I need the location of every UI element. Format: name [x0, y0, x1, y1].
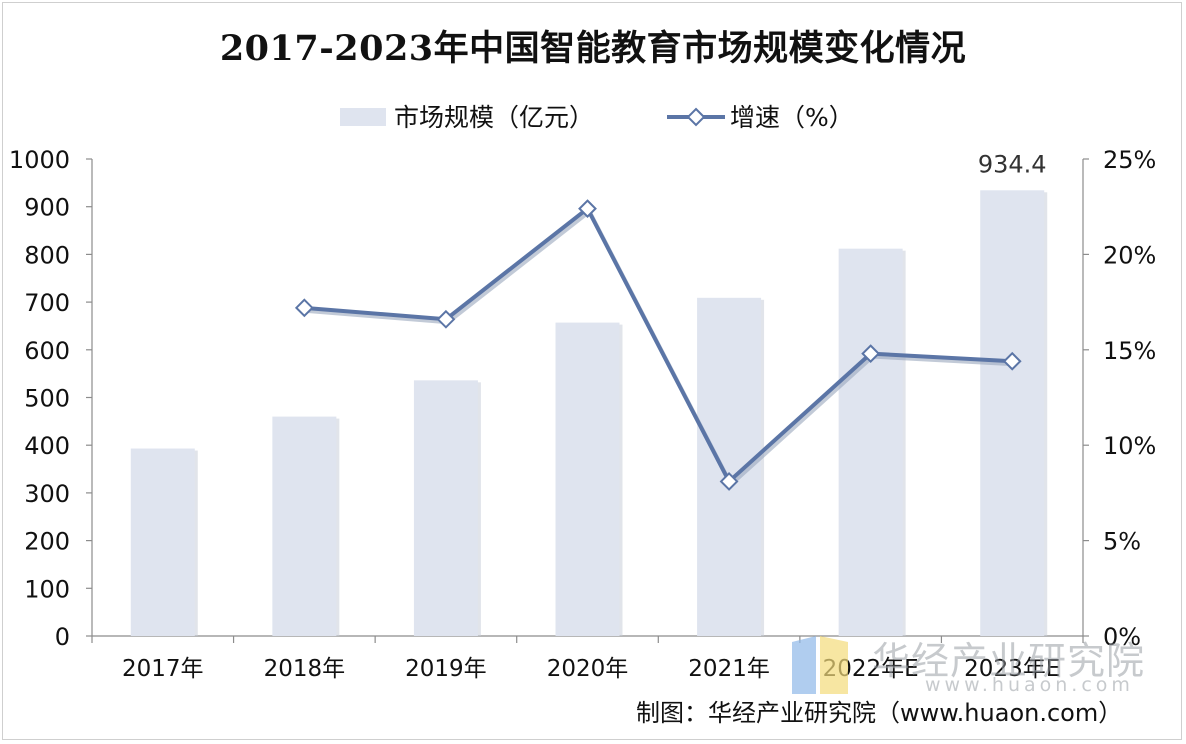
- legend-bar-label: 市场规模（亿元）: [394, 103, 594, 132]
- bar: [980, 190, 1045, 636]
- right-tick-label: 15%: [1103, 337, 1156, 365]
- x-tick-label: 2020年: [547, 656, 629, 682]
- huajing-logo-icon: [792, 636, 848, 694]
- source-note: 制图：华经产业研究院（www.huaon.com）: [636, 699, 1123, 727]
- left-tick-label: 600: [24, 337, 70, 365]
- left-tick-label: 400: [24, 432, 70, 460]
- growth-marker: [294, 298, 314, 318]
- chart-title: 2017-2023年中国智能教育市场规模变化情况: [219, 28, 967, 69]
- growth-line: [304, 206, 1013, 484]
- watermark: 华经产业研究院 www.huaon.com: [790, 630, 1160, 700]
- left-tick-label: 500: [24, 385, 70, 413]
- x-tick-label: 2019年: [405, 656, 487, 682]
- bar: [413, 380, 478, 636]
- x-tick-label: 2023年E: [964, 656, 1060, 682]
- growth-marker: [861, 344, 881, 364]
- left-tick-label: 700: [24, 289, 70, 317]
- left-tick-label: 300: [24, 480, 70, 508]
- growth-marker: [436, 309, 456, 329]
- watermark-url: www.huaon.com: [925, 674, 1134, 696]
- left-tick-label: 0: [55, 623, 70, 651]
- bar: [838, 248, 903, 636]
- left-tick-label: 200: [24, 528, 70, 556]
- legend-line-label: 增速（%）: [730, 103, 854, 132]
- x-tick-label: 2018年: [264, 656, 346, 682]
- left-tick-label: 800: [24, 241, 70, 269]
- growth-marker: [578, 199, 597, 219]
- right-tick-label: 25%: [1103, 146, 1156, 174]
- right-tick-label: 0%: [1103, 623, 1141, 651]
- left-tick-label: 900: [24, 194, 70, 222]
- bar: [130, 448, 195, 636]
- right-tick-label: 10%: [1103, 432, 1156, 460]
- right-tick-label: 20%: [1103, 241, 1156, 269]
- growth-marker: [719, 472, 739, 491]
- data-label: 934.4: [978, 150, 1047, 178]
- bar: [272, 416, 337, 636]
- x-tick-label: 2021年: [688, 656, 770, 682]
- growth-marker: [1002, 351, 1022, 371]
- legend-bar-swatch: [340, 108, 386, 126]
- watermark-name: 华经产业研究院: [872, 639, 1146, 683]
- legend-line-marker: [686, 107, 706, 127]
- left-tick-label: 100: [24, 575, 70, 603]
- left-tick-label: 1000: [9, 146, 70, 174]
- x-tick-label: 2017年: [122, 656, 204, 682]
- bar: [555, 322, 620, 636]
- right-tick-label: 5%: [1103, 528, 1141, 556]
